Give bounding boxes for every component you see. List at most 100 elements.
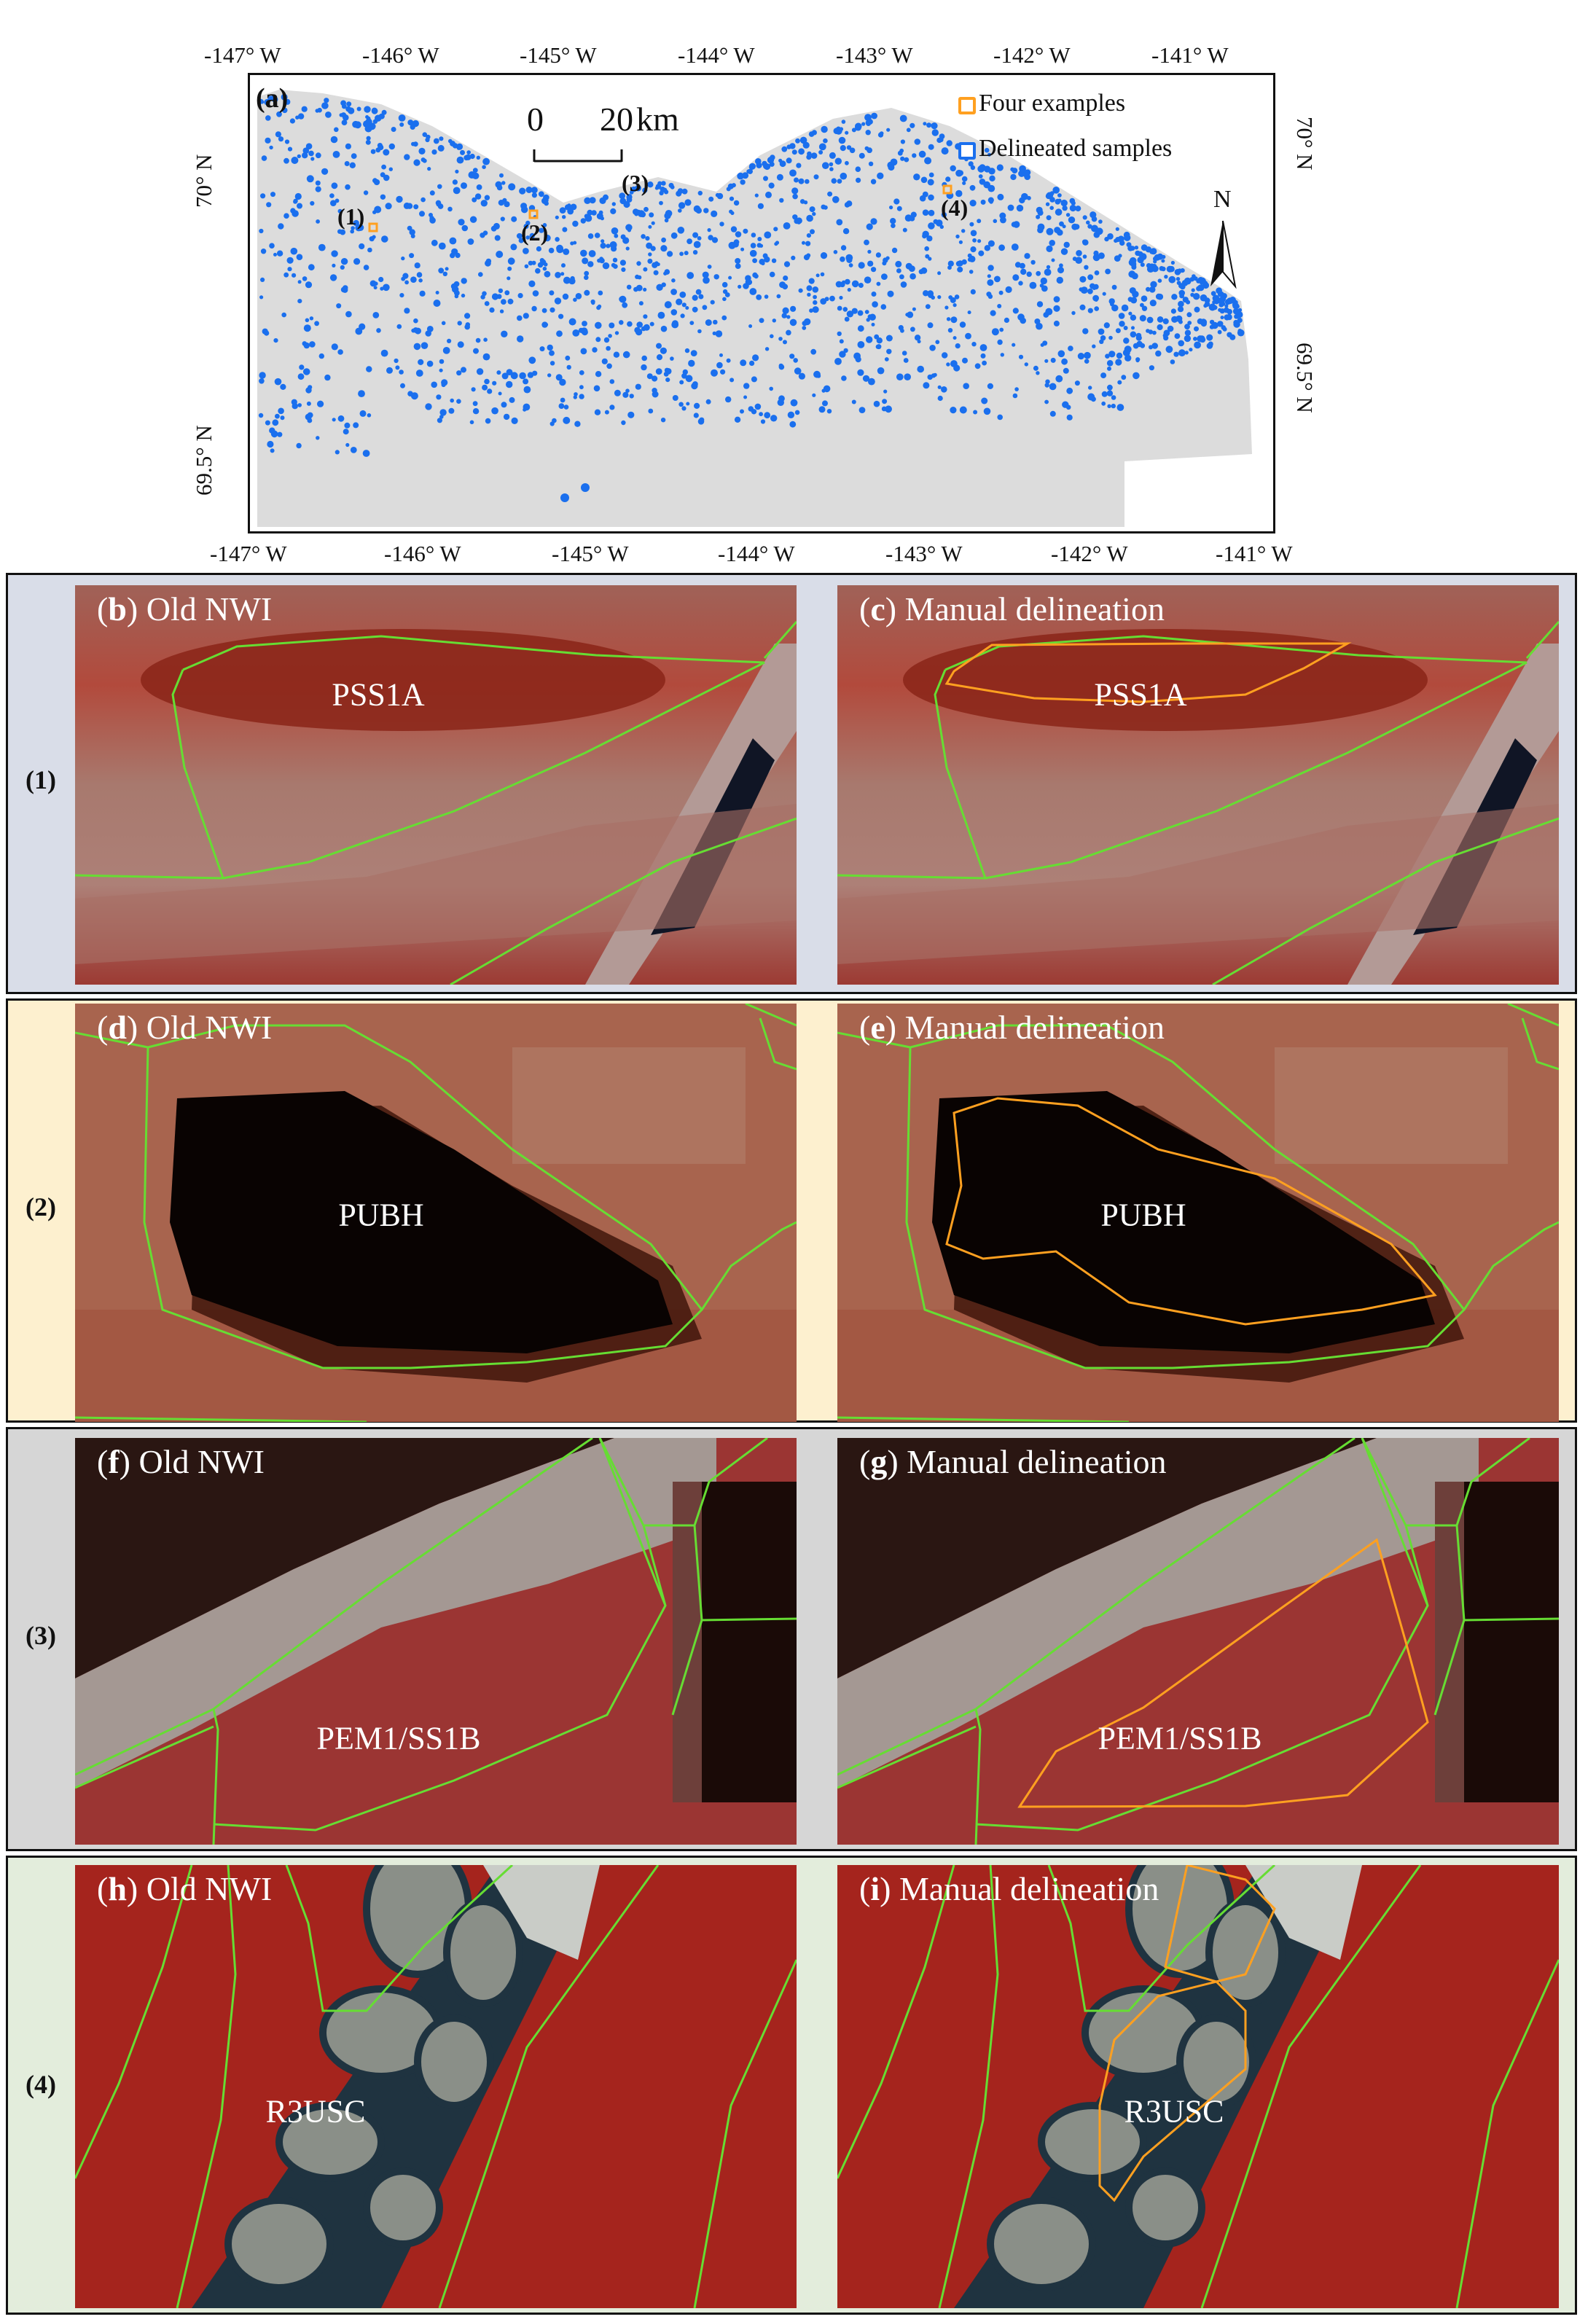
sample-point: [335, 450, 340, 455]
sample-point: [731, 183, 736, 188]
sample-point: [1184, 335, 1192, 343]
sample-point: [762, 253, 768, 259]
sample-point: [843, 348, 848, 353]
sample-point: [458, 219, 465, 226]
sample-point: [565, 355, 571, 361]
sample-point: [1157, 324, 1163, 331]
sample-point: [580, 249, 587, 257]
sample-point: [917, 365, 924, 373]
sample-point: [299, 364, 305, 370]
sample-point: [1151, 264, 1157, 269]
sample-point: [374, 181, 378, 185]
sample-point: [277, 431, 283, 437]
sample-point: [643, 267, 648, 272]
sample-point: [1233, 321, 1240, 328]
sample-point: [1181, 280, 1189, 286]
sample-point: [833, 250, 838, 254]
sample-point: [864, 146, 869, 151]
sample-point: [809, 308, 813, 313]
sample-point: [303, 342, 310, 349]
sample-point: [329, 274, 337, 281]
panel-g: (g) Manual delineation PEM1/SS1B: [837, 1438, 1559, 1845]
sample-point: [570, 241, 574, 246]
sample-point: [1082, 254, 1087, 259]
sample-point: [559, 378, 566, 386]
sample-point: [419, 290, 426, 297]
sample-point: [396, 195, 403, 203]
sample-point: [961, 229, 966, 233]
sample-point: [845, 254, 853, 262]
sample-point: [944, 305, 949, 310]
site-label-1: (1): [337, 203, 365, 230]
sample-point: [1121, 375, 1127, 380]
sample-point: [876, 344, 882, 350]
sample-point: [1018, 281, 1023, 286]
sample-point: [1024, 362, 1029, 367]
sample-point: [735, 258, 741, 264]
sample-point: [399, 122, 404, 127]
sample-point: [1190, 292, 1194, 297]
sample-point: [950, 316, 958, 324]
sample-point: [989, 175, 995, 181]
sample-point: [503, 413, 510, 421]
sample-point: [305, 413, 312, 421]
example-row-2: (2) (d) Old NWI PUBH: [6, 998, 1577, 1423]
sample-point: [998, 290, 1004, 295]
sample-point: [1010, 173, 1017, 181]
sample-point: [363, 190, 369, 195]
sample-point: [581, 483, 590, 492]
sample-point: [1217, 329, 1222, 335]
sample-point: [395, 365, 400, 370]
sample-point: [872, 301, 878, 308]
sample-point: [407, 120, 414, 126]
sample-point: [1041, 285, 1048, 292]
sample-point: [1149, 286, 1156, 293]
sample-point: [1046, 245, 1053, 252]
sample-point: [306, 175, 314, 183]
sample-point: [941, 386, 947, 393]
sample-point: [883, 389, 888, 394]
sample-point: [954, 294, 960, 300]
sample-point: [1157, 293, 1164, 300]
sample-point: [549, 361, 555, 366]
sample-point: [1184, 324, 1190, 330]
sample-point: [388, 143, 395, 150]
sample-point: [1036, 270, 1041, 276]
sample-point: [836, 126, 841, 131]
sample-point: [1090, 283, 1095, 289]
sample-point: [855, 166, 861, 172]
sample-point: [542, 266, 547, 271]
sample-point: [864, 310, 869, 314]
sample-point: [643, 287, 647, 292]
sample-point: [502, 198, 507, 203]
sample-point: [769, 386, 773, 391]
sample-point: [941, 147, 949, 155]
sample-point: [525, 235, 530, 240]
sample-point: [770, 415, 778, 422]
sample-point: [963, 383, 969, 389]
sample-point: [697, 329, 702, 334]
sample-point: [383, 149, 390, 156]
sample-point: [284, 139, 290, 144]
sample-point: [302, 152, 308, 159]
sample-point: [937, 395, 943, 402]
sample-point: [315, 186, 321, 192]
sample-point: [563, 416, 571, 424]
sample-point: [910, 327, 915, 332]
sample-point: [924, 246, 929, 251]
sample-point: [297, 280, 302, 284]
sample-point: [914, 138, 921, 145]
sample-point: [276, 250, 283, 257]
wetland-code: PSS1A: [1094, 676, 1187, 713]
sample-point: [1022, 171, 1030, 178]
sample-point: [556, 246, 564, 254]
sample-point: [573, 395, 577, 399]
sample-point: [991, 328, 999, 336]
sample-point: [383, 284, 390, 292]
sample-point: [297, 403, 302, 407]
sample-point: [453, 187, 461, 195]
sample-point: [958, 170, 963, 176]
sample-point: [595, 337, 601, 343]
sample-point: [318, 243, 326, 251]
sample-point: [441, 379, 448, 386]
